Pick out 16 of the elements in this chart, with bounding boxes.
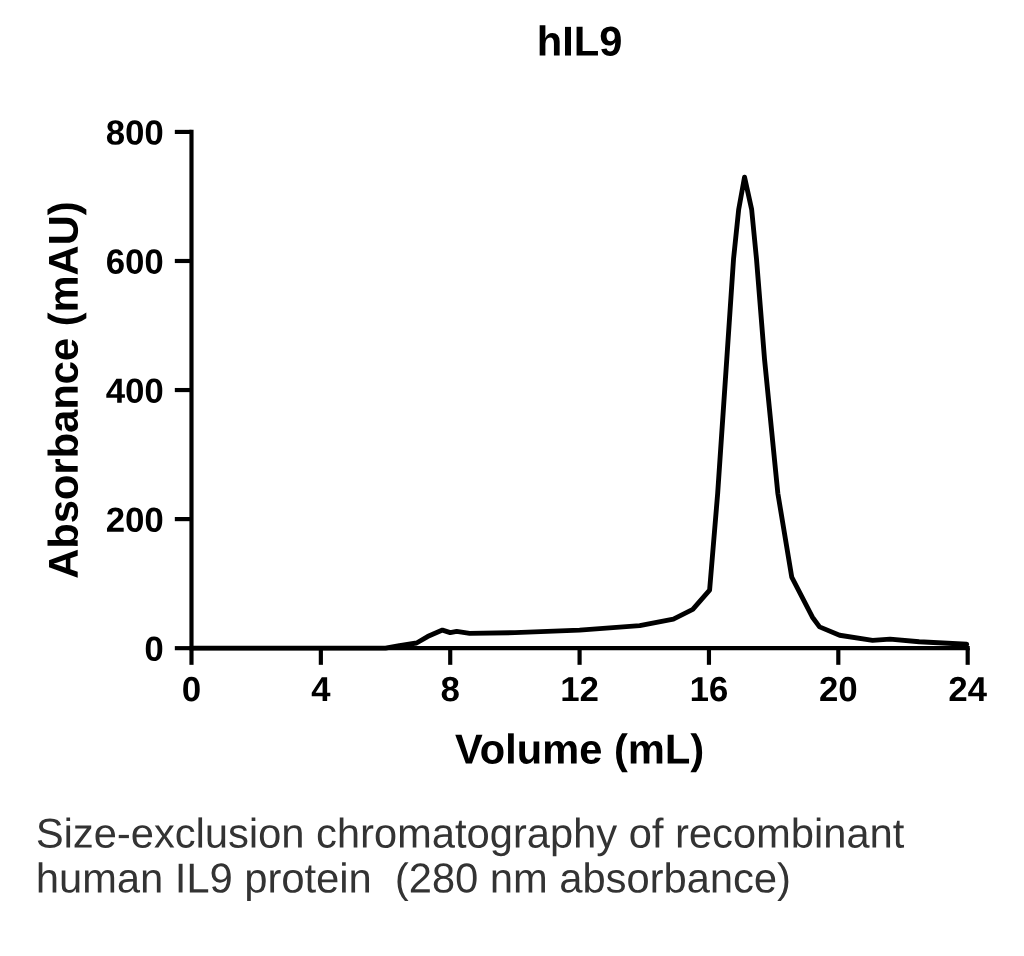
y-tick-label: 800 (106, 120, 163, 145)
x-tick-label: 16 (691, 676, 728, 702)
text: Size-exclusion chromatography of recombinant human IL9 protein (280 nm absorbance) (37, 817, 905, 902)
x-tick-label: 4 (311, 677, 331, 702)
x-tick-label: 0 (183, 676, 200, 702)
chart-title: hIL9 (539, 25, 621, 56)
x-tick-label: 24 (949, 676, 987, 702)
y-tick-label: 0 (145, 636, 163, 662)
y-tick-label: 600 (107, 249, 163, 274)
y-axis-title: Absorbance (mAU) (47, 203, 87, 578)
x-axis-title: Volume (mL) (455, 733, 703, 773)
x-tick-label: 8 (441, 676, 459, 702)
x-tick-label: 20 (820, 676, 857, 702)
y-tick-label: 200 (106, 507, 163, 533)
y-tick-label: 400 (106, 378, 163, 403)
x-tick-label: 12 (562, 676, 598, 702)
